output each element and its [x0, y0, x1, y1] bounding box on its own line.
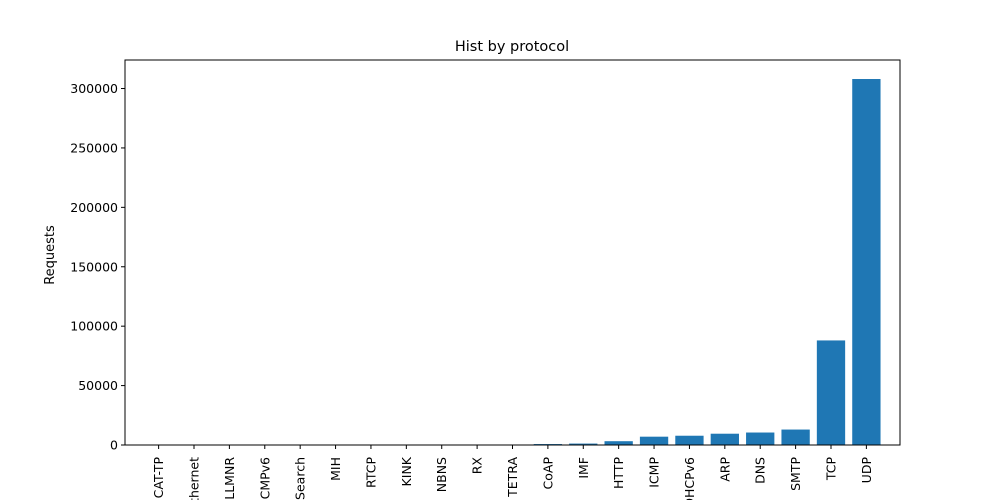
bars-group	[144, 79, 881, 446]
x-tick-label: ARP	[717, 457, 732, 482]
bar-icmp	[639, 436, 669, 445]
x-tick-label: KINK	[399, 456, 414, 486]
x-tick-label: HTTP	[611, 457, 626, 489]
bar-udp	[852, 79, 881, 446]
x-tick-label: RX	[470, 457, 485, 475]
y-tick-label: 0	[110, 438, 118, 453]
x-tick-label: CoAP	[540, 457, 555, 490]
y-axis-label: Requests	[43, 225, 58, 285]
x-tick-label: ICMPv6	[257, 457, 272, 500]
bar-http	[604, 441, 633, 445]
y-tick-label: 50000	[78, 378, 118, 393]
y-tick-label: 100000	[70, 319, 118, 334]
x-axis-ticks: CAT-TP Ethernet LLMNR ICMPv6 Search MIH RTCP KI…	[151, 445, 874, 500]
bar-dns	[746, 432, 775, 445]
chart-title: Hist by protocol	[455, 39, 569, 55]
x-tick-label: DHCPv6	[682, 457, 697, 500]
x-tick-label: TETRA	[505, 457, 520, 498]
x-tick-label: LLMNR	[222, 457, 237, 500]
x-tick-label: DNS	[753, 457, 768, 484]
x-tick-label: CAT-TP	[151, 457, 166, 499]
x-tick-label: TCP	[823, 457, 838, 482]
x-tick-label: MIH	[328, 457, 343, 481]
bar-dhcpv6	[675, 435, 704, 445]
bar-imf	[569, 443, 598, 445]
x-tick-label: NBNS	[434, 457, 449, 492]
bar-arp	[710, 433, 739, 445]
x-tick-label: Search	[293, 457, 308, 500]
x-tick-label: Ethernet	[187, 457, 202, 500]
plot-frame	[124, 59, 901, 446]
x-tick-label: IMF	[576, 457, 591, 479]
x-tick-label: UDP	[859, 457, 874, 484]
bar-smtp	[781, 429, 810, 445]
y-tick-label: 300000	[70, 81, 118, 96]
x-tick-label: ICMP	[647, 457, 662, 488]
bar-tcp	[816, 340, 846, 445]
y-axis-ticks: 0 50000 100000 150000 200000 250000 300000	[70, 81, 125, 453]
y-tick-label: 150000	[70, 259, 118, 274]
y-tick-label: 200000	[70, 200, 118, 215]
y-tick-label: 250000	[70, 140, 118, 155]
x-tick-label: SMTP	[788, 457, 803, 491]
x-tick-label: RTCP	[363, 457, 378, 488]
